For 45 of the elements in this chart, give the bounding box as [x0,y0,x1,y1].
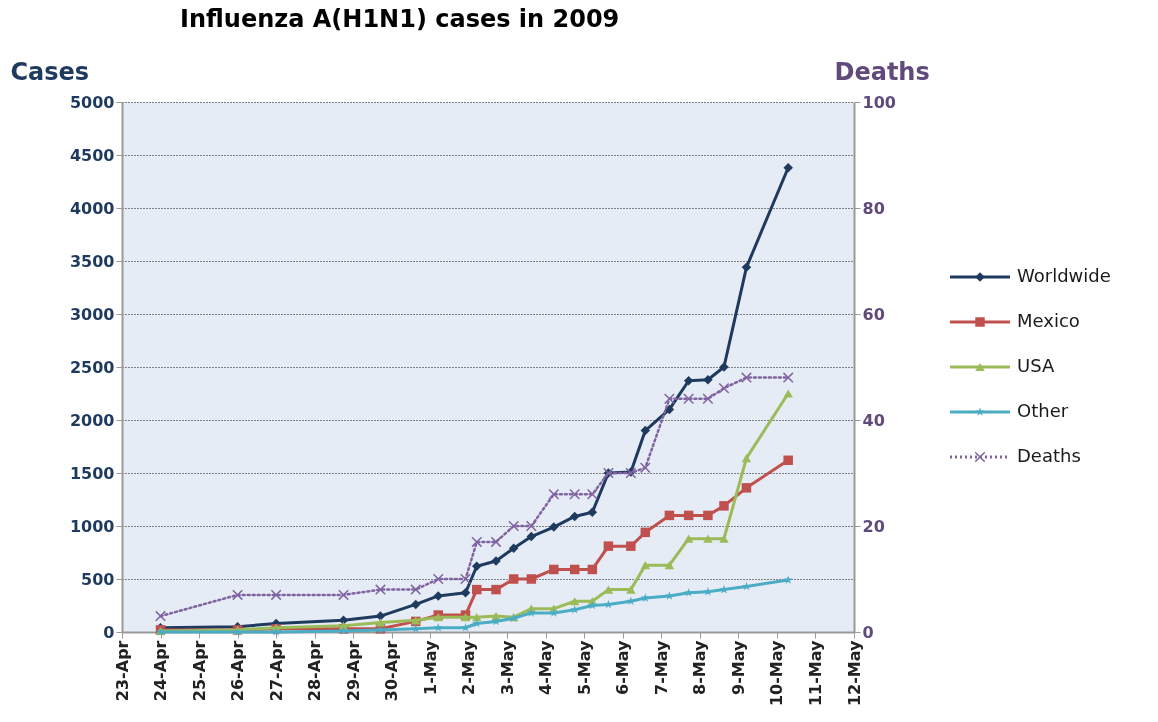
x-tick-label: 23-Apr [112,640,132,702]
x-tick-label: 7-May [651,639,671,695]
x-tick-label: 2-May [459,639,479,695]
y-tick-label: 0 [103,622,115,642]
legend-label: Worldwide [1017,265,1111,286]
y2-tick-label: 80 [862,198,885,218]
y-tick-label: 4500 [69,145,115,165]
y2-axis-title: Deaths [834,57,930,86]
x-tick-label: 28-Apr [305,640,325,702]
y2-tick-label: 20 [862,516,885,536]
chart-title: Influenza A(H1N1) cases in 2009 [180,5,620,33]
y-tick-label: 5000 [69,92,115,112]
legend-label: Mexico [1017,310,1080,331]
x-tick-label: 5-May [574,639,594,695]
x-tick-label: 10-May [767,639,787,707]
y-tick-label: 1000 [69,516,115,536]
y-tick-label: 500 [81,569,115,589]
y2-tick-label: 40 [862,410,885,430]
y2-tick-label: 0 [862,622,874,642]
x-tick-label: 25-Apr [189,640,209,702]
x-tick-label: 6-May [613,639,633,695]
x-tick-label: 29-Apr [343,640,363,702]
x-tick-label: 24-Apr [151,640,171,702]
x-tick-label: 27-Apr [266,640,286,702]
x-tick-label: 4-May [536,639,556,695]
x-tick-label: 1-May [420,639,440,695]
x-tick-label: 3-May [497,639,517,695]
y2-tick-label: 100 [862,92,896,112]
y-tick-label: 3500 [69,251,115,271]
legend-label: Other [1017,400,1069,421]
x-tick-label: 12-May [844,639,864,707]
x-tick-label: 26-Apr [228,640,248,702]
y-axis-title: Cases [10,57,90,86]
x-tick-label: 11-May [805,639,825,707]
x-tick-label: 30-Apr [382,640,402,702]
y-tick-label: 1500 [69,463,115,483]
legend-label: USA [1017,355,1055,376]
y-tick-label: 4000 [69,198,115,218]
x-tick-label: 8-May [690,639,710,695]
y2-tick-label: 60 [862,304,885,324]
y-tick-label: 2000 [69,410,115,430]
y-tick-label: 3000 [69,304,115,324]
x-tick-label: 9-May [728,639,748,695]
legend-label: Deaths [1017,445,1081,466]
y-tick-label: 2500 [69,357,115,377]
